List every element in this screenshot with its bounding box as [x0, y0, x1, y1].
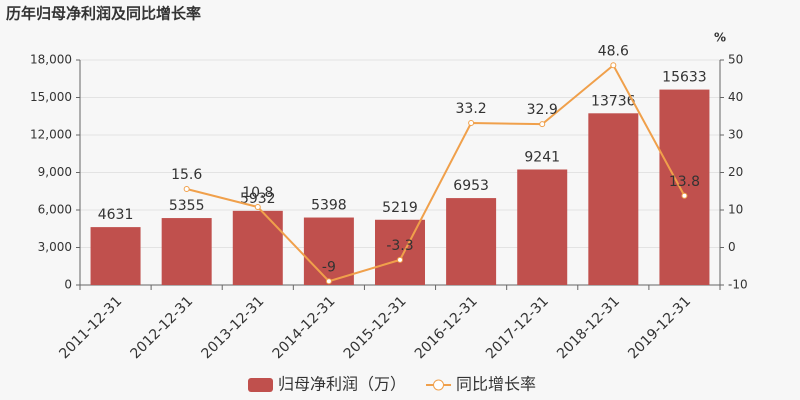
line-point — [254, 204, 261, 210]
x-tick-label: 2011-12-31 — [56, 293, 125, 362]
y-tick-label: 18,000 — [30, 53, 72, 67]
chart-title: 历年归母净利润及同比增长率 — [6, 5, 201, 23]
line-point — [325, 278, 332, 285]
y2-tick-label: 50 — [728, 53, 743, 67]
line-value-label: 48.6 — [598, 43, 629, 59]
line-point — [468, 120, 475, 126]
line-point — [681, 192, 688, 199]
line-value-label: 13.8 — [669, 174, 700, 190]
y2-tick-label: 0 — [728, 240, 736, 254]
line-value-label: -9 — [322, 259, 336, 275]
bar — [90, 227, 141, 285]
y-tick-label: 15,000 — [30, 90, 72, 104]
x-tick-label: 2018-12-31 — [554, 293, 623, 362]
line-value-label: 32.9 — [527, 102, 558, 118]
y-tick-label: 3,000 — [38, 240, 72, 254]
x-tick-label: 2017-12-31 — [483, 293, 552, 362]
line-point — [397, 256, 403, 263]
y2-tick-label: -10 — [728, 278, 748, 292]
line-point — [183, 186, 190, 192]
bar — [232, 210, 283, 285]
y2-tick-label: 30 — [728, 128, 743, 142]
bar — [588, 113, 639, 285]
y2-tick-label: 20 — [728, 165, 743, 179]
x-tick-label: 2012-12-31 — [127, 293, 196, 362]
y2-axis-unit: % — [714, 31, 726, 45]
x-tick-label: 2016-12-31 — [412, 293, 481, 362]
line — [186, 63, 686, 283]
bar-value-label: 6953 — [453, 178, 489, 194]
line-value-label: 15.6 — [171, 167, 202, 183]
bar — [375, 219, 425, 285]
line-value-label: 10.8 — [242, 185, 273, 201]
y-tick-label: 12,000 — [30, 128, 72, 142]
line-value-label: -3.3 — [386, 238, 413, 254]
line-point — [610, 62, 617, 69]
legend-swatch — [248, 378, 273, 392]
bar-value-label: 4631 — [98, 207, 134, 223]
y2-tick-label: 10 — [728, 203, 743, 217]
bar — [303, 217, 354, 285]
bar-value-label: 13736 — [591, 93, 636, 109]
line-value-label: 33.2 — [456, 101, 487, 117]
x-tick-label: 2014-12-31 — [270, 293, 339, 362]
bar-value-label: 15633 — [662, 70, 707, 86]
y-tick-label: 6,000 — [38, 203, 72, 217]
y-tick-label: 0 — [64, 278, 72, 292]
x-tick-label: 2013-12-31 — [199, 293, 268, 362]
legend-label: 归母净利润（万） — [278, 375, 406, 394]
bar-value-label: 5398 — [311, 198, 347, 214]
bar-value-label: 5932 — [240, 191, 276, 207]
y2-tick-label: 40 — [728, 90, 743, 104]
x-tick-label: 2019-12-31 — [625, 293, 694, 362]
bar — [517, 169, 568, 285]
bar-value-label: 5355 — [169, 198, 205, 214]
legend-swatch — [433, 379, 445, 391]
bar — [161, 218, 212, 285]
bar — [659, 89, 710, 286]
x-tick-label: 2015-12-31 — [341, 293, 410, 362]
legend-label: 同比增长率 — [456, 375, 536, 394]
bar — [446, 198, 497, 285]
line-point — [539, 121, 546, 128]
y-tick-label: 9,000 — [38, 165, 72, 179]
bar-value-label: 5219 — [382, 200, 418, 216]
bar-value-label: 9241 — [524, 149, 560, 165]
